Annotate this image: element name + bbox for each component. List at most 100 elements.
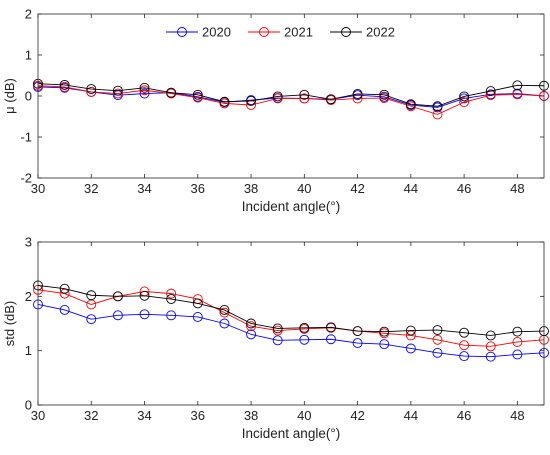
legend-marker-2021 bbox=[259, 27, 269, 37]
std-data-point-2022 bbox=[246, 318, 257, 329]
std-data-point-2022 bbox=[219, 304, 230, 315]
mu-data-point-2021 bbox=[379, 93, 390, 104]
std-data-point-2021 bbox=[432, 334, 443, 345]
mu-x-tick-label: 46 bbox=[457, 181, 471, 196]
mu-x-tick-label: 44 bbox=[404, 181, 418, 196]
mu-x-tick-label: 40 bbox=[297, 181, 311, 196]
mu-x-tick-label: 36 bbox=[191, 181, 205, 196]
mu-data-point-2022 bbox=[325, 94, 336, 105]
std-data-point-2020 bbox=[379, 339, 390, 350]
std-y-tick-label: 2 bbox=[25, 289, 32, 304]
std-data-point-2020 bbox=[405, 343, 416, 354]
std-data-point-2021 bbox=[485, 341, 496, 352]
std-data-point-2022 bbox=[379, 326, 390, 337]
mu-data-point-2020 bbox=[139, 88, 150, 99]
std-data-point-2020 bbox=[86, 314, 97, 325]
mu-data-point-2021 bbox=[459, 97, 470, 108]
mu-data-point-2022 bbox=[86, 84, 97, 94]
std-data-point-2022 bbox=[299, 322, 310, 333]
std-data-point-2020 bbox=[352, 338, 363, 349]
std-data-point-2020 bbox=[432, 347, 443, 358]
mu-data-point-2021 bbox=[86, 86, 97, 97]
mu-series bbox=[33, 78, 549, 120]
std-data-point-2020 bbox=[272, 335, 283, 346]
mu-x-tick-label: 38 bbox=[244, 181, 258, 196]
mu-data-point-2021 bbox=[432, 109, 443, 120]
std-data-point-2020 bbox=[59, 304, 70, 315]
std-data-point-2020 bbox=[459, 351, 470, 362]
mu-y-tick-label: 0 bbox=[25, 89, 32, 104]
mu-y-tick-label: -2 bbox=[20, 171, 32, 186]
legend-marker-2022 bbox=[341, 27, 351, 37]
std-x-tick-label: 30 bbox=[31, 408, 45, 423]
mu-x-tick-label: 48 bbox=[510, 181, 524, 196]
std-data-point-2020 bbox=[139, 309, 150, 320]
legend-label-2020: 2020 bbox=[202, 25, 231, 40]
mu-data-point-2022 bbox=[512, 80, 523, 91]
std-x-tick-label: 40 bbox=[297, 408, 311, 423]
mu-data-point-2022 bbox=[459, 91, 470, 102]
std-data-point-2022 bbox=[432, 325, 443, 335]
legend: 2020 2021 2022 bbox=[166, 25, 395, 40]
mu-data-point-2022 bbox=[352, 88, 363, 99]
mu-x-tick-label: 32 bbox=[84, 181, 98, 196]
mu-data-point-2022 bbox=[299, 89, 310, 100]
std-x-tick-label: 48 bbox=[510, 408, 524, 423]
std-x-tick-label: 46 bbox=[457, 408, 471, 423]
mu-y-axis-label: μ (dB) bbox=[2, 78, 17, 114]
std-data-point-2022 bbox=[86, 290, 97, 301]
mu-data-point-2022 bbox=[485, 86, 496, 97]
std-data-point-2022 bbox=[192, 298, 203, 309]
std-data-point-2020 bbox=[112, 310, 123, 321]
mu-data-point-2022 bbox=[432, 101, 443, 112]
mu-y-tick-label: -1 bbox=[20, 130, 32, 145]
mu-data-point-2021 bbox=[299, 93, 310, 104]
legend-label-2022: 2022 bbox=[366, 25, 395, 40]
mu-panel: 30 32 34 36 38 40 42 44 46 48 -2 -1 0 1 2 μ (dB) Incid… bbox=[2, 7, 549, 214]
std-data-point-2020 bbox=[512, 349, 523, 360]
mu-data-point-2022 bbox=[112, 85, 123, 96]
mu-data-point-2022 bbox=[272, 91, 283, 102]
std-data-point-2022 bbox=[459, 327, 470, 338]
std-data-point-2020 bbox=[325, 334, 336, 345]
std-x-tick-label: 44 bbox=[404, 408, 418, 423]
std-data-point-2022 bbox=[166, 294, 177, 304]
std-y-tick-label: 0 bbox=[25, 398, 32, 413]
mu-data-point-2022 bbox=[379, 89, 390, 100]
mu-data-point-2022 bbox=[59, 79, 70, 90]
std-data-point-2022 bbox=[485, 330, 496, 341]
std-data-point-2021 bbox=[512, 337, 523, 347]
mu-data-point-2021 bbox=[139, 85, 150, 96]
std-data-point-2022 bbox=[139, 290, 150, 301]
std-panel: 30 32 34 36 38 40 42 44 46 48 0 1 2 3 std (dB) Incide… bbox=[2, 235, 549, 441]
std-data-point-2021 bbox=[166, 288, 177, 299]
mu-data-point-2022 bbox=[246, 95, 257, 106]
std-x-axis-label: Incident angle(°) bbox=[242, 426, 340, 441]
std-data-point-2022 bbox=[405, 325, 416, 336]
std-x-tick-label: 34 bbox=[137, 408, 151, 423]
mu-x-tick-label: 42 bbox=[350, 181, 364, 196]
std-x-tick-label: 42 bbox=[350, 408, 364, 423]
std-data-point-2021 bbox=[246, 321, 257, 332]
mu-x-tick-label: 34 bbox=[137, 181, 151, 196]
std-data-point-2022 bbox=[325, 322, 336, 333]
mu-data-point-2021 bbox=[112, 88, 123, 99]
std-plot-frame bbox=[37, 241, 545, 406]
std-data-point-2022 bbox=[352, 326, 363, 337]
legend-label-2021: 2021 bbox=[284, 25, 313, 40]
std-data-point-2022 bbox=[112, 291, 123, 302]
std-data-point-2020 bbox=[192, 312, 203, 322]
std-data-point-2020 bbox=[299, 334, 310, 345]
mu-y-tick-label: 2 bbox=[25, 7, 32, 22]
std-data-point-2022 bbox=[59, 283, 70, 294]
mu-data-point-2022 bbox=[192, 89, 203, 100]
std-series bbox=[33, 280, 549, 362]
mu-x-tick-label: 30 bbox=[31, 181, 45, 196]
mu-y-tick-label: 1 bbox=[25, 48, 32, 63]
std-plot-area bbox=[38, 242, 544, 405]
std-data-point-2020 bbox=[485, 351, 496, 362]
std-data-point-2022 bbox=[272, 323, 283, 334]
mu-plot-frame bbox=[37, 13, 545, 179]
